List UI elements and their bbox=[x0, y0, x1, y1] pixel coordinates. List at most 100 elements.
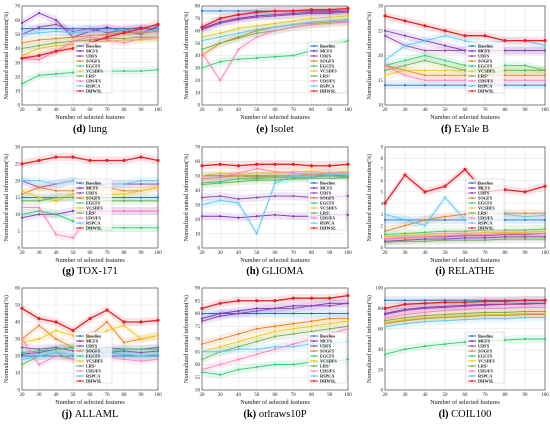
data-point bbox=[200, 9, 204, 13]
data-point bbox=[443, 184, 447, 188]
data-point bbox=[523, 218, 527, 222]
data-point bbox=[139, 189, 143, 192]
y-tick-label: 20 bbox=[378, 368, 384, 373]
data-point bbox=[503, 69, 507, 72]
y-axis-label: Normalized mutual information(%) bbox=[183, 154, 190, 242]
data-point bbox=[200, 54, 204, 57]
data-point bbox=[403, 348, 407, 351]
data-point bbox=[71, 71, 75, 74]
legend-label: Baseline bbox=[320, 44, 335, 49]
y-tick-label: 30 bbox=[15, 338, 21, 343]
legend-label: DHWSL bbox=[478, 226, 494, 231]
data-point bbox=[255, 171, 258, 175]
data-point bbox=[200, 25, 204, 29]
data-point bbox=[37, 337, 41, 341]
x-tick-label: 100 bbox=[154, 108, 162, 113]
data-point bbox=[328, 19, 331, 22]
legend-label: MCFS bbox=[478, 339, 491, 344]
data-point bbox=[383, 321, 387, 324]
x-tick-label: 90 bbox=[523, 251, 529, 256]
legend-label: DHWSL bbox=[86, 226, 102, 231]
data-point bbox=[156, 318, 160, 322]
data-point bbox=[423, 84, 427, 87]
data-point bbox=[122, 182, 126, 186]
data-point bbox=[255, 309, 258, 313]
panel-caption: (l) COIL100 bbox=[439, 409, 492, 420]
data-point bbox=[483, 231, 487, 234]
legend-marker bbox=[471, 75, 473, 77]
y-tick-label: 20 bbox=[378, 54, 384, 59]
data-point bbox=[255, 335, 258, 338]
y-tick-label: 10 bbox=[195, 91, 201, 96]
data-point bbox=[292, 25, 295, 29]
legend-label: SOGFS bbox=[320, 59, 335, 64]
legend-marker bbox=[313, 70, 315, 72]
legend-label: EGCFS bbox=[478, 354, 493, 359]
data-point bbox=[37, 349, 41, 352]
data-point bbox=[122, 353, 126, 356]
data-point bbox=[292, 13, 295, 16]
data-point bbox=[443, 34, 447, 37]
data-point bbox=[403, 44, 407, 47]
y-tick-label: 5 bbox=[381, 191, 384, 196]
data-point bbox=[503, 313, 507, 316]
legend-marker bbox=[471, 380, 473, 382]
legend-label: EGCFS bbox=[86, 201, 101, 206]
legend-marker bbox=[79, 55, 81, 57]
data-point bbox=[543, 306, 547, 309]
x-tick-label: 60 bbox=[273, 393, 279, 398]
data-point bbox=[523, 303, 527, 306]
legend: BaselineMCFSUDFSSOGFSEGCFSVCSDFSLRS²UDS²… bbox=[465, 331, 505, 384]
legend-marker bbox=[79, 90, 81, 92]
legend-marker bbox=[471, 335, 473, 337]
x-tick-label: 30 bbox=[403, 393, 409, 398]
data-point bbox=[37, 44, 41, 47]
data-point bbox=[328, 22, 331, 25]
legend: BaselineMCFSUDFSSOGFSEGCFSVCSDFSLRS²UDS²… bbox=[73, 41, 113, 94]
data-point bbox=[54, 348, 58, 351]
data-point bbox=[383, 213, 387, 216]
data-point bbox=[255, 348, 258, 351]
panel-caption: (j) ALLAML bbox=[62, 409, 119, 420]
data-point bbox=[156, 28, 160, 32]
data-point bbox=[219, 312, 222, 315]
legend-label: SOGFS bbox=[86, 196, 101, 201]
legend-marker bbox=[471, 345, 473, 347]
data-point bbox=[255, 232, 258, 235]
data-point bbox=[346, 6, 350, 11]
legend-label: SOGFS bbox=[320, 196, 335, 201]
data-point bbox=[346, 173, 350, 176]
y-tick-label: 20 bbox=[15, 355, 21, 360]
data-point bbox=[328, 12, 331, 15]
legend-marker bbox=[471, 207, 473, 209]
data-point bbox=[463, 318, 467, 321]
x-tick-label: 40 bbox=[54, 251, 60, 256]
data-point bbox=[463, 79, 467, 82]
legend-label: VCSDFS bbox=[86, 359, 103, 364]
data-point bbox=[543, 230, 547, 233]
data-point bbox=[236, 164, 241, 168]
data-point bbox=[346, 312, 350, 315]
data-point bbox=[54, 49, 58, 53]
x-tick-label: 20 bbox=[20, 251, 26, 256]
legend-marker bbox=[313, 60, 315, 62]
y-tick-label: 8 bbox=[381, 157, 384, 162]
series-band-2 bbox=[202, 8, 348, 34]
legend-label: RSPCA bbox=[320, 221, 335, 226]
data-point bbox=[255, 56, 258, 60]
data-point bbox=[346, 162, 350, 166]
x-tick-label: 70 bbox=[483, 251, 489, 256]
x-tick-label: 80 bbox=[309, 251, 315, 256]
data-point bbox=[139, 182, 143, 186]
data-point bbox=[403, 74, 407, 77]
y-tick-label: 80 bbox=[378, 307, 384, 312]
data-point bbox=[255, 365, 258, 369]
data-point bbox=[463, 230, 467, 233]
data-point bbox=[20, 54, 24, 57]
legend-marker bbox=[79, 50, 81, 52]
data-point bbox=[105, 38, 109, 42]
data-point bbox=[346, 14, 350, 17]
data-point bbox=[346, 176, 350, 179]
data-point bbox=[503, 74, 507, 77]
